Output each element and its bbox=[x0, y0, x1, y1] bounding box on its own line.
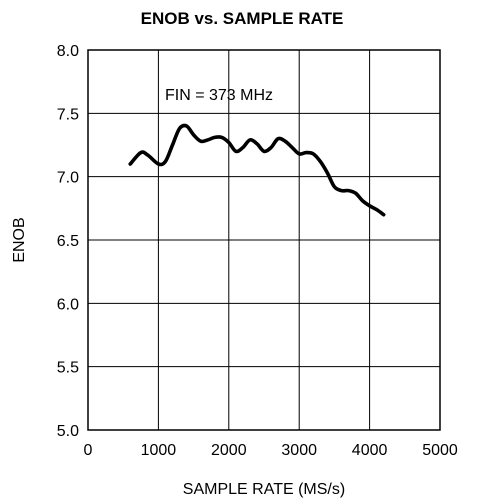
plot-frame bbox=[87, 49, 441, 431]
x-axis-label: SAMPLE RATE (MS/s) bbox=[183, 481, 345, 498]
y-tick-label: 5.5 bbox=[57, 360, 79, 377]
x-tick-label: 0 bbox=[84, 442, 93, 459]
y-tick-label: 6.5 bbox=[57, 233, 79, 250]
y-tick-label: 7.0 bbox=[57, 170, 79, 187]
x-tick-label: 4000 bbox=[352, 442, 388, 459]
y-tick-label: 5.0 bbox=[57, 423, 79, 440]
x-tick-label: 5000 bbox=[422, 442, 458, 459]
y-tick-label: 7.5 bbox=[57, 106, 79, 123]
y-tick-label: 8.0 bbox=[57, 43, 79, 60]
y-axis-ticks: 5.0 5.5 6.0 6.5 7.0 7.5 8.0 bbox=[57, 43, 79, 440]
series-layer bbox=[128, 123, 386, 217]
series-line bbox=[128, 123, 386, 217]
x-tick-label: 3000 bbox=[281, 442, 317, 459]
chart-title: ENOB vs. SAMPLE RATE bbox=[141, 9, 344, 28]
x-axis-ticks: 0 1000 2000 3000 4000 5000 bbox=[84, 442, 458, 459]
x-tick-label: 2000 bbox=[211, 442, 247, 459]
y-axis-label: ENOB bbox=[11, 217, 28, 262]
grid bbox=[88, 50, 440, 430]
y-tick-label: 6.0 bbox=[57, 296, 79, 313]
x-tick-label: 1000 bbox=[141, 442, 177, 459]
annotation-fin: FIN = 373 MHz bbox=[165, 87, 273, 104]
